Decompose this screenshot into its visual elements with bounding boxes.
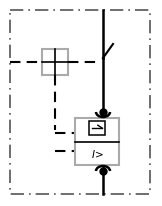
Bar bbox=[42, 49, 68, 75]
Bar bbox=[10, 10, 150, 194]
Bar bbox=[89, 121, 105, 135]
Text: $I\!>$: $I\!>$ bbox=[92, 147, 104, 159]
Bar bbox=[75, 118, 119, 165]
